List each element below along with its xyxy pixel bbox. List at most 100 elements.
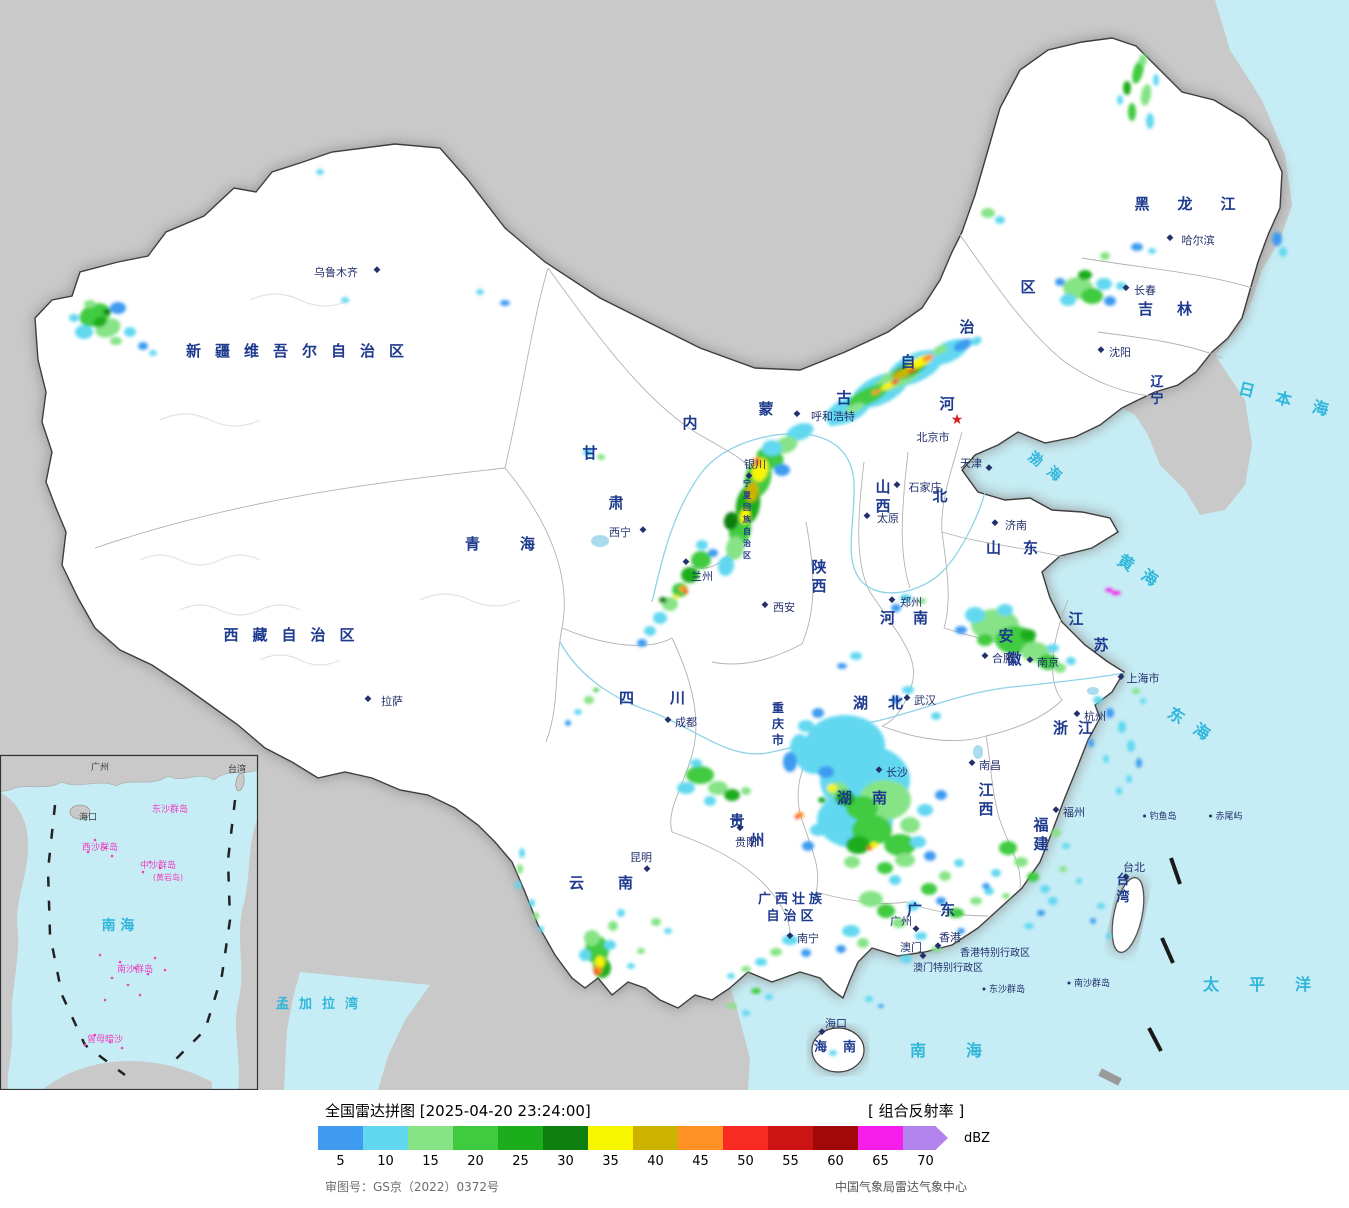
radar-echo [1106, 933, 1112, 939]
inset-label: (黄岩岛) [153, 872, 183, 882]
inset-island-dot [110, 976, 114, 980]
radar-echo [948, 908, 964, 918]
radar-echo [917, 804, 933, 816]
province-label: 湾 [1116, 889, 1129, 905]
province-label: 内 [682, 414, 697, 432]
radar-echo [595, 956, 605, 968]
radar-echo [892, 368, 912, 380]
radar-echo [877, 904, 895, 918]
city-label: 银川 [744, 457, 766, 471]
radar-echo [762, 440, 782, 456]
inset-island-dot [133, 966, 137, 970]
dbz-swatch [633, 1126, 678, 1150]
dbz-swatch [903, 1126, 948, 1150]
province-label: 重 [772, 700, 784, 715]
radar-echo [1037, 910, 1045, 916]
radar-echo [922, 354, 934, 362]
radar-echo [93, 316, 107, 328]
radar-echo [999, 841, 1017, 855]
radar-echo [827, 784, 837, 792]
city-marker: ◆ [1098, 345, 1105, 355]
radar-echo [846, 796, 878, 820]
inset-island-dot [138, 993, 142, 997]
city-label: 香港 [939, 931, 961, 944]
radar-echo [690, 759, 702, 767]
radar-echo [790, 734, 810, 762]
province-label: 湖北 [853, 694, 923, 712]
radar-echo [1020, 629, 1036, 641]
radar-echo [908, 367, 916, 373]
province-label: 河南 [880, 609, 946, 627]
radar-echo [924, 851, 936, 861]
radar-echo [124, 327, 136, 337]
city-marker: ◆ [787, 931, 794, 941]
inset-land-south [42, 1060, 212, 1090]
province-label: 山 [875, 478, 890, 496]
inset-island-dot [158, 866, 162, 870]
island-label: 东沙群岛 [989, 983, 1025, 995]
map-license: 审图号：GS京（2022）0372号 [325, 1180, 499, 1194]
city-marker: ◆ [889, 595, 896, 605]
city-label: 西安 [773, 600, 795, 614]
inset-label: 东沙群岛 [152, 803, 188, 815]
city-label: 长春 [1134, 284, 1156, 297]
province-label: 江 [1068, 610, 1083, 628]
city-label: 太原 [877, 512, 899, 525]
radar-echo [812, 708, 824, 718]
radar-echo [795, 815, 799, 819]
radar-echo [1127, 740, 1135, 752]
city-label: 澳门特别行政区 [913, 961, 983, 974]
city-label: 南宁 [797, 931, 819, 945]
island-dot [1143, 814, 1146, 818]
dbz-tick-label: 55 [782, 1154, 799, 1169]
province-label: 市 [772, 732, 784, 747]
city-label: 合肥 [992, 651, 1014, 665]
province-label: 新疆维吾尔自治区 [186, 342, 418, 360]
dbz-tick-label: 45 [692, 1154, 709, 1169]
inset-taiwan [235, 772, 245, 792]
city-label: 澳门 [900, 940, 922, 954]
city-marker: ◆ [746, 471, 753, 481]
city-label: 拉萨 [381, 694, 403, 708]
radar-echo [1076, 878, 1082, 884]
radar-echo [691, 551, 711, 569]
radar-echo [745, 482, 759, 502]
radar-echo [673, 595, 679, 599]
city-label: 上海市 [1127, 671, 1160, 685]
radar-echo [837, 663, 847, 669]
radar-echo [1106, 708, 1114, 718]
city-marker: ◆ [1123, 872, 1130, 882]
city-marker: ◆ [374, 265, 381, 275]
dbz-tick-label: 15 [422, 1154, 439, 1169]
inset-island-dot [98, 953, 102, 957]
radar-echo [844, 856, 860, 868]
inset-island-dot [126, 983, 130, 987]
province-label: 福 [1032, 816, 1048, 834]
city-marker: ◆ [920, 951, 927, 961]
radar-echo [902, 686, 914, 694]
radar-echo [865, 996, 873, 1002]
radar-echo-layer [69, 54, 1287, 1056]
city-marker: ◆ [1074, 709, 1081, 719]
province-label: 自 [900, 353, 915, 371]
radar-echo [1027, 872, 1039, 882]
radar-echo [637, 639, 647, 647]
city-label: 长沙 [886, 766, 908, 779]
inset-border [0, 754, 259, 1091]
city-marker: ◆ [762, 600, 769, 610]
dbz-tick-label: 10 [377, 1154, 394, 1169]
radar-echo [1088, 739, 1094, 747]
radar-echo [565, 720, 571, 726]
radar-echo [103, 309, 111, 315]
radar-echo [1054, 663, 1066, 673]
province-label: 湖南 [837, 789, 907, 807]
province-label: 江 [978, 781, 993, 799]
product-label: [ 组合反射率 ] [868, 1102, 965, 1120]
city-marker: ◆ [986, 463, 993, 473]
radar-echo [597, 454, 605, 460]
radar-echo [957, 928, 965, 934]
province-label: 四川 [619, 689, 721, 707]
radar-echo [594, 969, 598, 975]
city-marker: ◆ [794, 409, 801, 419]
